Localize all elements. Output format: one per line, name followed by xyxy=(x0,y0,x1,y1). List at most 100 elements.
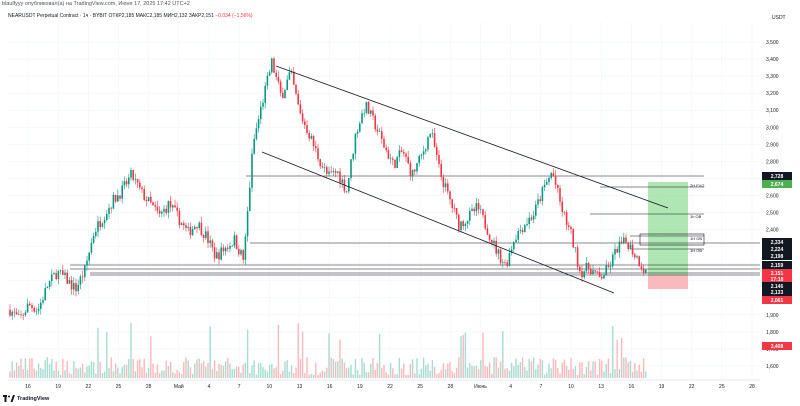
candle-body xyxy=(383,138,385,148)
candle-body xyxy=(64,272,66,275)
candle-body xyxy=(121,185,123,199)
price-tick-label: 1,800 xyxy=(766,330,779,336)
candle-body xyxy=(110,207,112,209)
volume-bar xyxy=(310,373,313,378)
symbol-title[interactable]: NEARUSDT Perpetual Contract · 1ч · BYBIT xyxy=(8,13,108,19)
volume-bar xyxy=(264,369,266,378)
candle-body xyxy=(125,181,128,185)
volume-bar xyxy=(356,369,359,378)
candle-body xyxy=(233,235,236,246)
candle-body xyxy=(222,247,225,252)
price-tick-label: 1,900 xyxy=(766,313,779,319)
volume-bar xyxy=(51,359,53,378)
volume-bar xyxy=(114,363,117,378)
candle-body xyxy=(211,240,214,248)
volume-bar xyxy=(130,322,132,378)
candle-body xyxy=(165,208,167,213)
volume-bar xyxy=(480,360,482,378)
candle-body xyxy=(224,247,227,252)
candle-body xyxy=(194,226,196,229)
candle-body xyxy=(376,129,379,132)
volume-bar xyxy=(251,365,253,378)
candle-body xyxy=(557,184,559,189)
volume-bar xyxy=(627,362,629,378)
candle-body xyxy=(634,254,636,258)
volume-bar xyxy=(552,358,555,378)
volume-bar xyxy=(458,357,460,378)
candle-body xyxy=(238,249,240,255)
candle-body xyxy=(249,187,251,212)
volume-bar xyxy=(202,361,205,378)
candle-body xyxy=(348,178,350,192)
price-badge-bg xyxy=(762,275,792,283)
volume-bar xyxy=(53,370,55,378)
volume-bar xyxy=(187,360,189,378)
volume-bar xyxy=(603,371,605,378)
price-badge-label: 2,151 xyxy=(771,271,784,277)
volume-bar xyxy=(284,361,286,378)
candle-body xyxy=(609,266,612,268)
candle-body xyxy=(101,223,104,228)
volume-bar xyxy=(449,361,451,378)
candle-body xyxy=(92,235,95,243)
volume-bar xyxy=(9,371,11,378)
price-badge-bg xyxy=(762,269,792,277)
volume-bar xyxy=(194,363,196,378)
volume-bar xyxy=(95,373,97,378)
volume-bar xyxy=(64,370,66,378)
descending-channel[interactable] xyxy=(261,65,669,294)
volume-bar xyxy=(447,363,449,378)
candle-body xyxy=(187,226,189,228)
candle-body xyxy=(574,247,577,248)
volume-bar xyxy=(537,364,539,378)
volume-bar xyxy=(220,364,222,378)
candle-body xyxy=(543,184,546,188)
candle-body xyxy=(40,302,42,309)
volume-bar xyxy=(609,373,612,378)
volume-bar xyxy=(253,360,255,378)
tradingview-logo-icon xyxy=(3,395,15,402)
price-axis[interactable]: 3,500 3,400 3,300 3,200 3,100 3,000 2,900 2,800… xyxy=(766,15,786,370)
candle-body xyxy=(339,171,341,183)
candle-body xyxy=(337,171,339,173)
candle-body xyxy=(645,269,647,273)
candle-body xyxy=(550,173,552,178)
volume-bar xyxy=(376,362,379,378)
tradingview-brand[interactable]: TradingView xyxy=(3,395,49,402)
volume-bar xyxy=(642,358,645,378)
volume-bar xyxy=(557,368,559,378)
volume-bar xyxy=(211,369,214,378)
time-tick-label: 16 xyxy=(25,384,31,390)
price-badge-label: 2,146 xyxy=(771,284,784,290)
price-tick-label: 2,900 xyxy=(766,142,779,148)
volume-bar xyxy=(585,366,588,378)
candle-body xyxy=(231,245,233,247)
volume-bar xyxy=(532,357,535,378)
candle-body xyxy=(257,119,260,129)
volume-bar xyxy=(365,372,368,378)
time-tick-label: 13 xyxy=(598,384,604,390)
volume-bar xyxy=(143,358,145,378)
volume-bar xyxy=(106,331,108,378)
time-axis[interactable]: 16 19 22 25 28 Май 4 7 10 13 16 19 22 25 28 Июнь 4 7 10 13 1… xyxy=(8,379,760,390)
volume-bar xyxy=(213,360,216,378)
volume-bar xyxy=(543,374,546,378)
volume-bar xyxy=(341,358,343,378)
volume-bar xyxy=(378,333,381,378)
volume-bar xyxy=(233,368,236,378)
candle-body xyxy=(517,231,519,240)
volume-bar xyxy=(326,367,328,378)
volume-bar xyxy=(205,366,207,378)
volume-bar xyxy=(623,357,625,378)
volume-bar xyxy=(200,363,203,378)
candle-body xyxy=(18,314,20,315)
volume-bar xyxy=(521,357,524,378)
volume-bar xyxy=(128,359,130,378)
candle-body xyxy=(594,270,596,272)
volume-bar xyxy=(315,362,317,378)
candle-body xyxy=(565,212,568,226)
candle-body xyxy=(260,106,262,120)
candle-body xyxy=(191,228,194,236)
candle-body xyxy=(213,247,216,259)
